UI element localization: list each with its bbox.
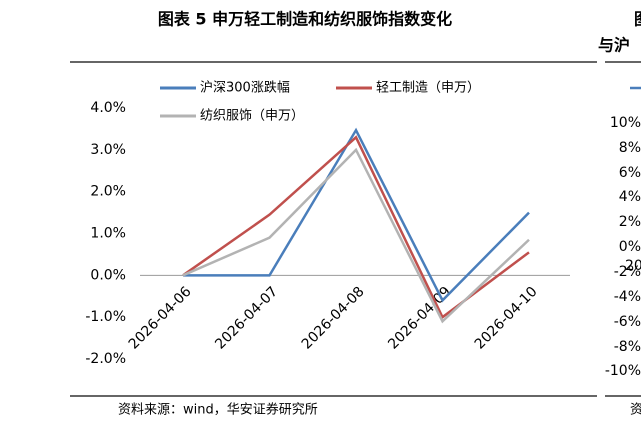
y-tick-label: 2.0% — [90, 184, 126, 200]
y-tick-label: -2.0% — [85, 351, 126, 367]
chart-title: 图表 5 申万轻工制造和纺织服饰指数变化 — [158, 10, 452, 29]
cropped-axis-label: -8% — [614, 339, 641, 355]
cropped-axis-label: 4% — [619, 189, 641, 205]
source: 资料来源：wind，华安证券研究所 — [118, 402, 318, 418]
cropped-axis-label: -6% — [614, 314, 641, 330]
cropped-axis-label: 10% — [610, 115, 641, 131]
x-tick-label: 2026-04-06 — [126, 284, 195, 353]
cropped-axis-label: 20 — [625, 258, 641, 274]
y-tick-label: 4.0% — [90, 100, 126, 116]
series-line — [182, 147, 530, 324]
cropped-axis-label: 8% — [619, 140, 641, 156]
series-line — [183, 127, 530, 303]
y-tick-label: 0.0% — [90, 267, 126, 283]
x-tick-label: 2026-04-10 — [472, 284, 541, 353]
cropped-axis-label: 6% — [619, 165, 641, 181]
cropped-axis-label: 2% — [619, 214, 641, 230]
x-tick-label: 2026-04-08 — [299, 284, 368, 353]
y-tick-label: 3.0% — [90, 142, 126, 158]
x-tick-label: 2026-04-07 — [212, 284, 281, 353]
legend-label: 纺织服饰（申万） — [200, 109, 304, 124]
legend-label: 沪深300涨跌幅 — [200, 80, 290, 96]
cropped-axis-label: -2% — [614, 264, 641, 280]
y-tick-label: -1.0% — [85, 309, 126, 325]
x-tick-label: 2026-04-09 — [385, 284, 454, 353]
cropped-axis-label: 0% — [619, 239, 641, 255]
cropped-title: 图 — [634, 10, 641, 29]
cropped-source: 资 — [630, 403, 641, 418]
legend-label: 轻工制造（申万） — [376, 81, 480, 96]
y-tick-label: 1.0% — [90, 226, 126, 242]
cropped-axis-label: -10% — [605, 363, 641, 379]
cropped-title: 与沪 — [598, 36, 630, 55]
cropped-axis-label: -4% — [614, 289, 641, 305]
